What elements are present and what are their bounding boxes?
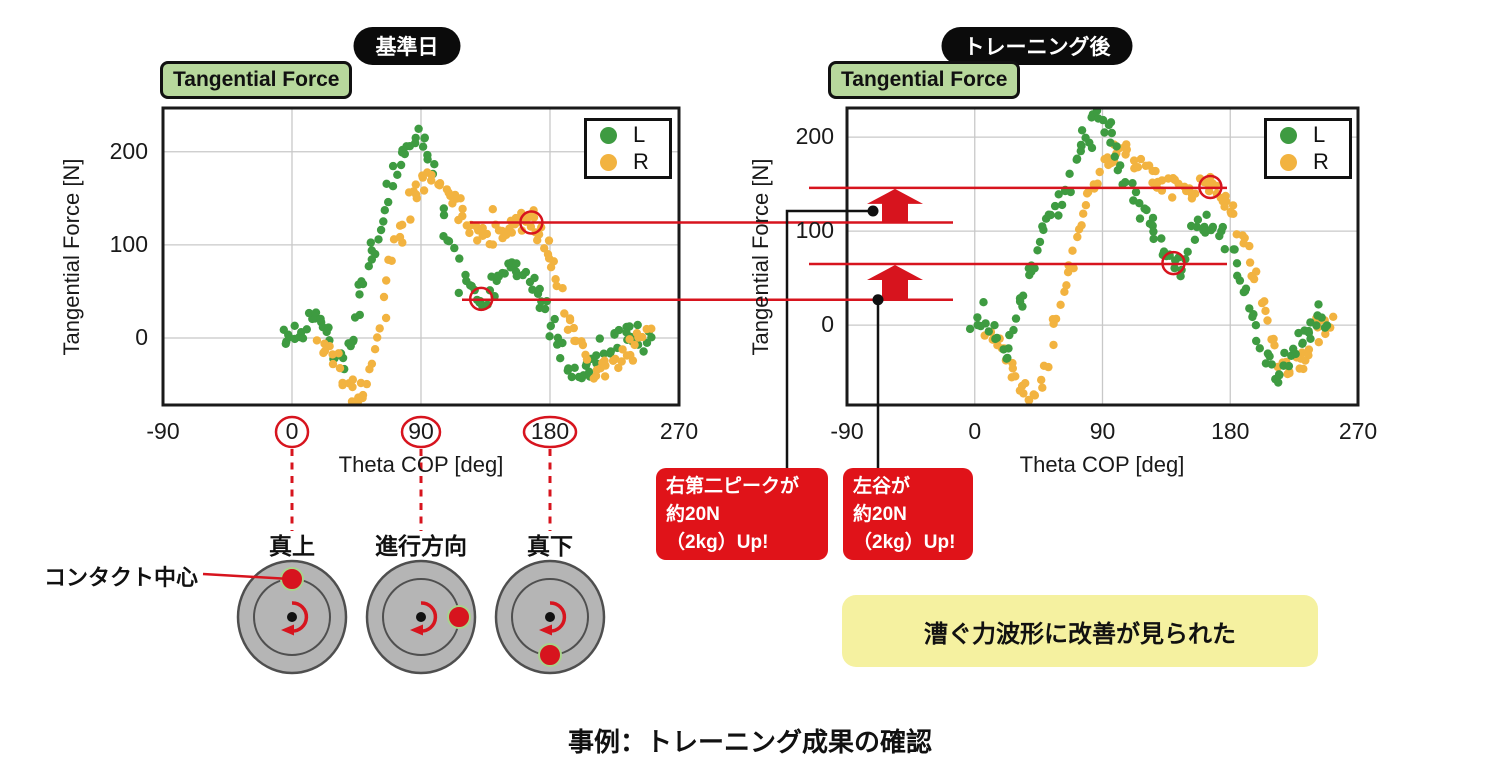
callout-left-valley: 左谷が 約20N （2kg）Up! [843, 468, 973, 560]
legend-label-R: R [1313, 149, 1329, 174]
contact-center-label: コンタクト中心 [44, 565, 199, 590]
legend-entry-right: R [1280, 149, 1349, 175]
x-tick-label: 0 [968, 418, 982, 444]
legend-entry-left: L [600, 122, 669, 148]
y-tick-label: 100 [795, 217, 834, 244]
wheel-icon [236, 559, 348, 675]
y-tick-label: 0 [135, 323, 148, 350]
callout-connector-line [785, 209, 873, 468]
highlight-circle-icon [1161, 250, 1186, 276]
y-tick-label: 100 [109, 230, 148, 257]
rotation-arrow-icon [419, 601, 438, 633]
legend-swatch-L-icon [600, 126, 617, 144]
wheel-label-bottom: 真下 [527, 533, 573, 559]
legend-label-L: L [1313, 122, 1326, 147]
contact-point-icon [447, 605, 471, 629]
legend-swatch-R-icon [1280, 153, 1297, 171]
panel-tag-baseline: 基準日 [353, 27, 461, 65]
x-tick-label: -90 [146, 418, 180, 444]
wheel-icon [365, 559, 477, 675]
highlight-circle-icon [468, 286, 494, 312]
wheel-label-forward: 進行方向 [375, 533, 467, 559]
callout-line: 約20N [666, 504, 720, 525]
up-arrow-icon [867, 188, 923, 222]
x-axis-title-after: Theta COP [deg] [1019, 452, 1185, 477]
wheel-contact-diagram [202, 449, 606, 675]
panel-tag-after-training: トレーニング後 [941, 27, 1133, 65]
legend-entry-left: L [1280, 122, 1349, 148]
contact-point-icon [538, 643, 562, 667]
y-axis-title-after: Tangential Force [N] [748, 158, 773, 356]
callout-line: （2kg）Up! [853, 532, 956, 553]
legend-entry-right: R [600, 149, 669, 175]
wheel-icon [494, 559, 606, 675]
chart-title-after: Tangential Force [828, 61, 1021, 99]
legend-swatch-R-icon [600, 153, 617, 171]
legend-after: L R [1264, 118, 1352, 179]
summary-box: 漕ぐ力波形に改善が見られた [842, 595, 1318, 667]
improvement-annotations [462, 186, 1227, 468]
x-tick-label: 180 [530, 418, 570, 444]
y-tick-label: 200 [795, 123, 834, 150]
x-tick-label: 270 [1338, 418, 1378, 444]
y-tick-label: 200 [109, 137, 148, 164]
highlight-circle-icon [1198, 174, 1223, 200]
scatter-series-L [965, 109, 1332, 387]
rotation-arrow-icon [548, 601, 567, 633]
callout-line: 約20N [853, 504, 907, 525]
legend-swatch-L-icon [1280, 126, 1297, 144]
legend-baseline: L R [584, 118, 672, 179]
up-arrow-icon [867, 265, 923, 299]
x-tick-label: 0 [285, 418, 299, 444]
wheel-label-top: 真上 [269, 533, 315, 559]
connector-dot-icon [872, 294, 884, 306]
x-tick-label: 90 [408, 418, 434, 444]
contact-pointer-line [202, 572, 291, 581]
callout-line: （2kg）Up! [666, 532, 769, 553]
x-tick-label: 90 [1089, 418, 1116, 444]
legend-label-L: L [633, 122, 646, 147]
figure-caption: 事例：トレーニング成果の確認 [567, 727, 932, 757]
highlight-circle-icon [519, 210, 544, 235]
callout-right-second-peak: 右第二ピークが 約20N （2kg）Up! [656, 468, 828, 560]
circled-tick-icon [400, 415, 442, 449]
y-tick-label: 0 [821, 311, 834, 338]
legend-label-R: R [633, 149, 649, 174]
circled-tick-icon [522, 415, 578, 449]
x-tick-label: 180 [1211, 418, 1250, 444]
callout-line: 左谷が [853, 476, 911, 497]
rotation-arrow-icon [290, 601, 309, 633]
connector-dot-icon [867, 205, 879, 217]
chart-title-baseline: Tangential Force [160, 61, 353, 99]
x-tick-label: -90 [830, 418, 864, 444]
circled-tick-icon [274, 415, 310, 449]
x-axis-title-baseline: Theta COP [deg] [338, 452, 504, 477]
x-tick-label: 270 [659, 418, 699, 444]
callout-line: 右第二ピークが [666, 476, 800, 497]
